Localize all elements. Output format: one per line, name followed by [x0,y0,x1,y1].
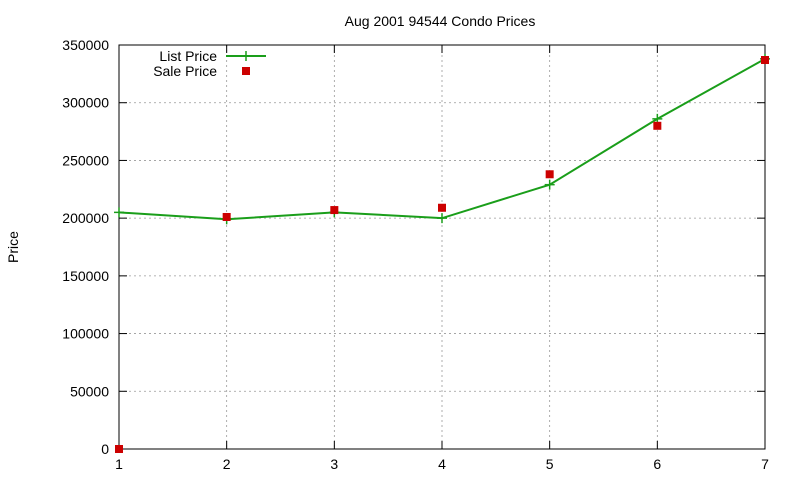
x-tick-label: 5 [546,456,554,472]
y-axis-label: Price [5,231,21,263]
legend-marker-list-price [241,51,251,61]
x-tick-label: 2 [223,456,231,472]
legend: List Price Sale Price [153,48,266,79]
y-tick-label: 250000 [62,152,109,168]
list-price-point [114,207,124,218]
legend-label-sale-price: Sale Price [153,63,217,79]
y-tick-label: 0 [101,441,109,457]
x-tick-label: 1 [115,456,123,472]
y-tick-label: 50000 [70,383,109,399]
y-tick-label: 350000 [62,37,109,53]
legend-marker-sale-price [242,67,250,75]
sale-price-point [761,56,769,65]
y-tick-label: 100000 [62,326,109,342]
x-tick-label: 3 [330,456,338,472]
y-tick-label: 200000 [62,210,109,226]
sale-price-point [115,445,123,453]
x-tick-label: 6 [653,456,661,472]
chart-title: Aug 2001 94544 Condo Prices [345,13,536,29]
series-layer [114,53,770,453]
legend-label-list-price: List Price [159,48,217,64]
y-tick-label: 300000 [62,95,109,111]
sale-price-point [222,212,231,221]
list-price-point [544,179,555,190]
sale-price-point [330,206,339,215]
y-tick-label: 150000 [62,268,109,284]
x-axis: 1 2 3 4 5 6 7 [115,45,769,472]
grid [119,45,765,449]
x-tick-label: 4 [438,456,446,472]
y-axis: 0 50000 100000 150000 200000 250000 300000 3500… [62,37,765,457]
sale-price-point [545,170,554,179]
sale-price-point [653,121,662,130]
x-tick-label: 7 [761,456,769,472]
sale-price-point [438,203,446,212]
list-price-point [437,213,447,224]
